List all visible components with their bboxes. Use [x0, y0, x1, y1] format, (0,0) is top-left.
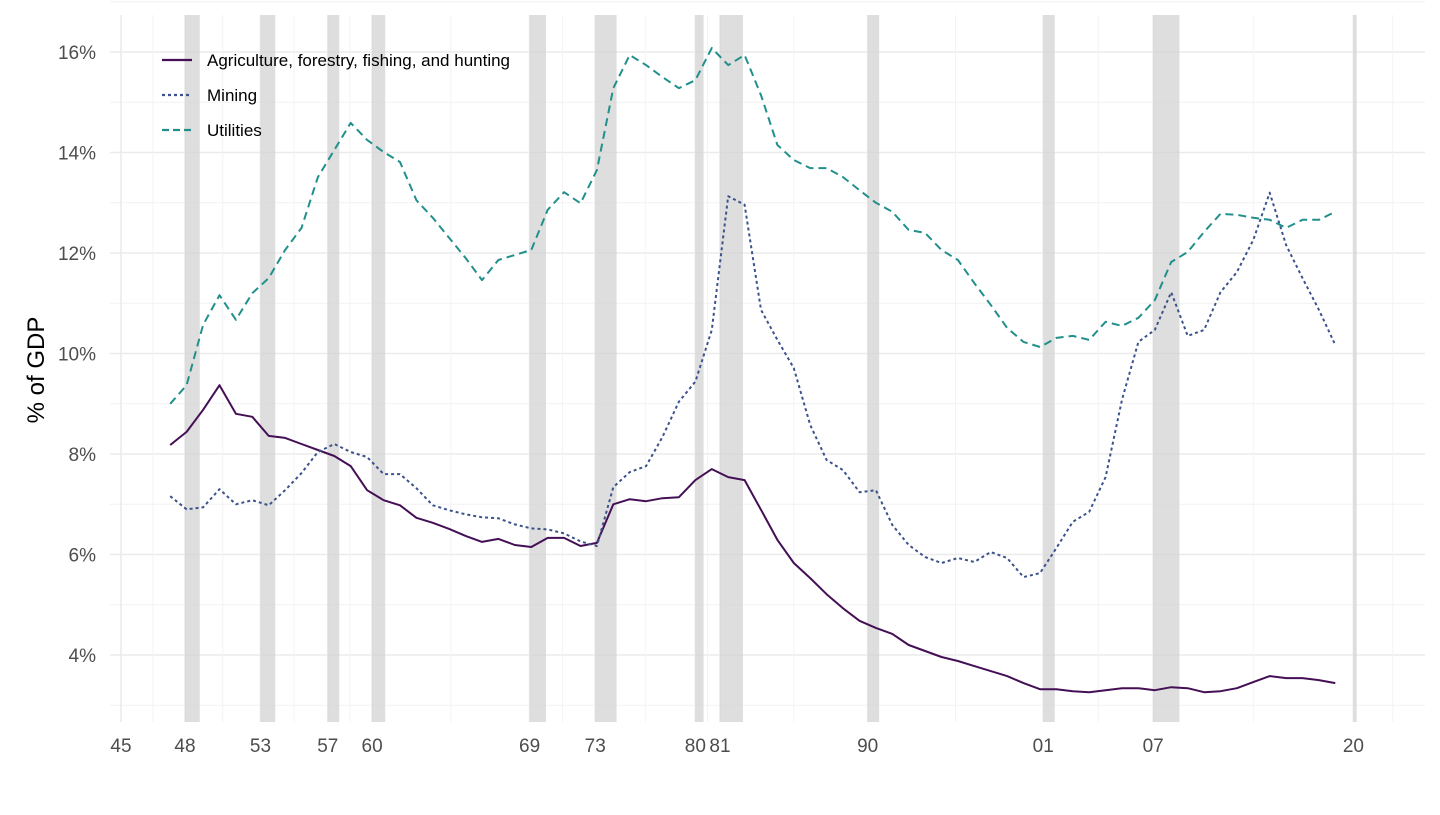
- recession-band: [327, 15, 340, 722]
- x-tick-label: 60: [362, 736, 383, 757]
- x-tick-label: 45: [110, 736, 131, 757]
- x-tick-label: 48: [174, 736, 195, 757]
- legend: Agriculture, forestry, fishing, and hunt…: [162, 51, 510, 140]
- x-tick-label: 53: [250, 736, 271, 757]
- x-tick-label: 73: [585, 736, 606, 757]
- series-line-utilities: [169, 47, 1336, 405]
- legend-label: Utilities: [207, 121, 262, 140]
- grid: [110, 1, 1425, 722]
- y-tick-label: 4%: [69, 646, 97, 667]
- y-axis: 4% 6% 8% 10% 12% 14% 16%: [58, 43, 96, 667]
- y-tick-label: 16%: [58, 43, 96, 64]
- y-tick-label: 12%: [58, 244, 96, 265]
- recession-band: [1043, 15, 1055, 722]
- x-tick-label: 80: [685, 736, 706, 757]
- series-lines: [169, 47, 1337, 694]
- recession-band: [1353, 15, 1357, 722]
- recession-band: [719, 15, 743, 722]
- x-tick-label: 81: [709, 736, 730, 757]
- y-tick-label: 10%: [58, 345, 96, 366]
- recession-band: [867, 15, 880, 722]
- y-tick-label: 14%: [58, 144, 96, 165]
- recession-band: [695, 15, 704, 722]
- recession-band: [260, 15, 276, 722]
- y-axis-label: % of GDP: [23, 317, 50, 424]
- recession-band: [529, 15, 547, 722]
- y-tick-label: 6%: [69, 546, 97, 567]
- x-axis: 45 48 53 57 60 69 73 80 81 90 01 07 20: [110, 736, 1364, 757]
- legend-label: Agriculture, forestry, fishing, and hunt…: [207, 51, 510, 70]
- recession-bands: [184, 15, 1357, 722]
- x-tick-label: 20: [1343, 736, 1364, 757]
- recession-band: [372, 15, 386, 722]
- x-tick-label: 01: [1033, 736, 1054, 757]
- x-tick-label: 07: [1143, 736, 1164, 757]
- x-tick-label: 90: [857, 736, 878, 757]
- x-tick-label: 57: [317, 736, 338, 757]
- recession-band: [595, 15, 617, 722]
- legend-label: Mining: [207, 86, 257, 105]
- recession-band: [1153, 15, 1180, 722]
- series-line-mining: [169, 191, 1337, 579]
- x-tick-label: 69: [519, 736, 540, 757]
- y-tick-label: 8%: [69, 445, 97, 466]
- series-line-agriculture: [169, 384, 1336, 694]
- recession-band: [184, 15, 200, 722]
